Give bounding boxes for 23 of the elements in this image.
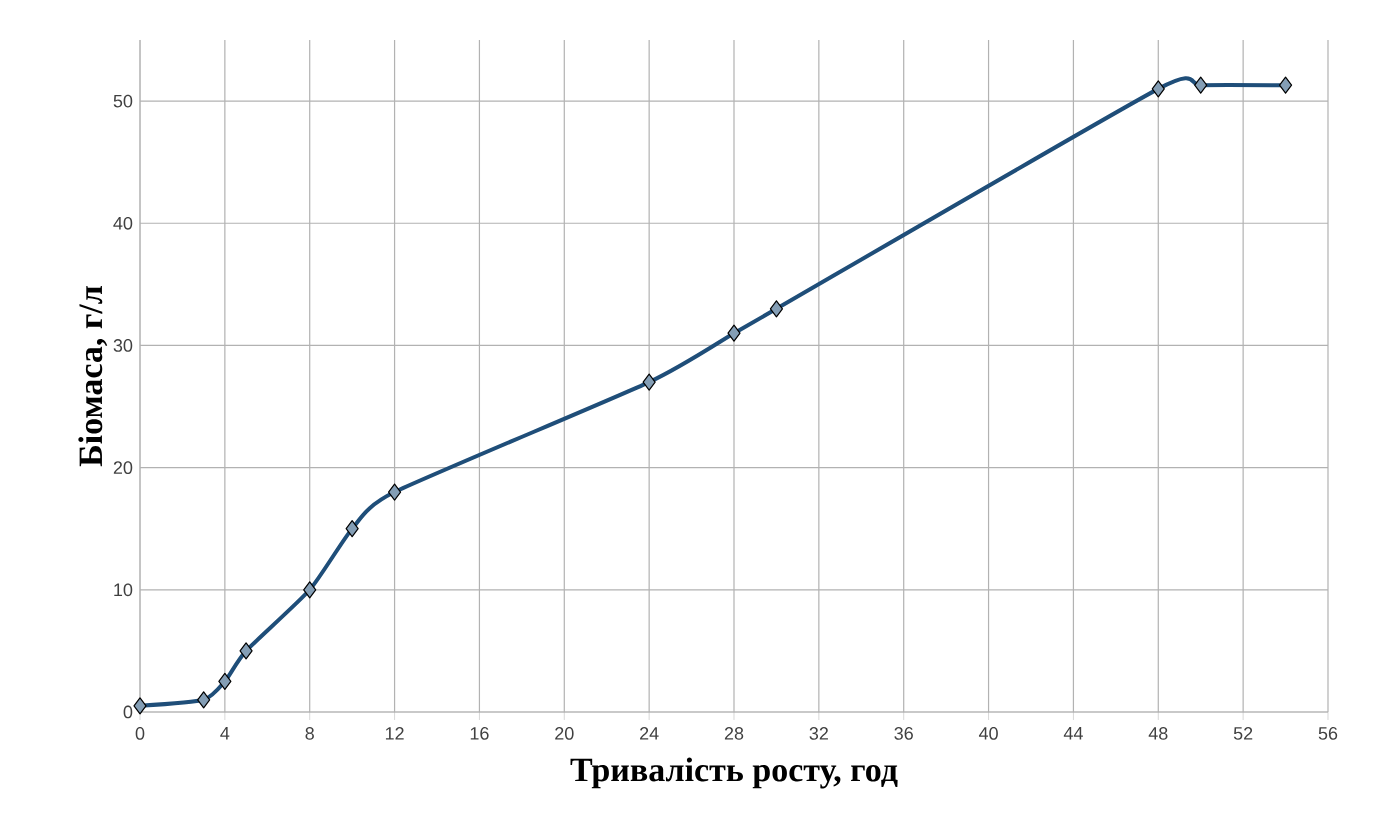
x-tick-label: 36: [894, 727, 913, 740]
y-tick-label: 20: [113, 461, 133, 475]
x-tick-label: 0: [135, 727, 145, 740]
x-tick-label: 20: [555, 727, 574, 740]
x-tick-label: 8: [305, 727, 314, 740]
x-tick-label: 32: [809, 727, 828, 740]
x-tick-label: 12: [385, 727, 404, 740]
y-axis-title: Біомаса, г/л: [78, 286, 108, 467]
x-tick-label: 28: [724, 727, 744, 740]
x-tick-label: 40: [978, 727, 998, 740]
x-tick-label: 44: [1063, 727, 1083, 740]
x-tick-label: 52: [1233, 727, 1253, 740]
y-tick-label: 10: [114, 583, 133, 597]
y-tick-label: 40: [113, 216, 133, 230]
x-tick-label: 24: [640, 727, 659, 740]
x-axis-title: Тривалість росту, год: [570, 757, 898, 789]
y-tick-label: 50: [113, 94, 133, 108]
x-tick-label: 4: [220, 727, 230, 740]
y-tick-label: 0: [123, 705, 133, 719]
x-tick-label: 56: [1318, 727, 1338, 740]
y-tick-label: 30: [113, 339, 133, 352]
x-tick-label: 16: [470, 727, 489, 740]
x-tick-label: 48: [1148, 727, 1168, 740]
